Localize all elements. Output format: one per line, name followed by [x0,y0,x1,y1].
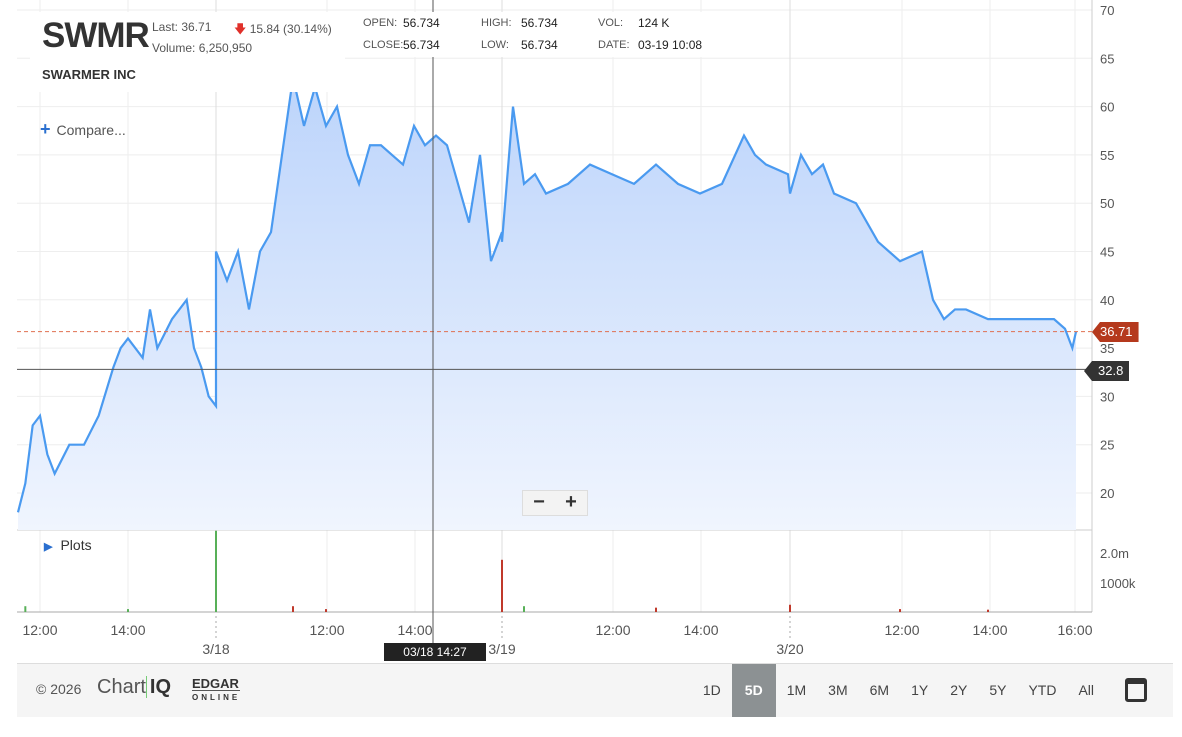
volume-bar [655,607,657,612]
plus-icon: + [40,119,51,139]
down-arrow-icon: 🡇 [234,22,247,36]
open-label: OPEN: [363,17,398,29]
plots-toggle[interactable]: ▶ Plots [44,537,92,553]
range-2y[interactable]: 2Y [950,682,968,698]
x-tick-label: 14:00 [110,622,145,638]
copyright: © 2026 [36,681,82,697]
high-value: 56.734 [521,16,558,30]
y-tick-label: 65 [1100,51,1114,66]
company-name: SWARMER INC [42,67,136,82]
y-tick-label: 70 [1100,3,1114,18]
edgar-online-logo: EDGAR ONLINE [192,676,241,702]
range-1m[interactable]: 1M [786,682,807,698]
high-label: HIGH: [481,17,512,29]
y-tick-label: 40 [1100,293,1114,308]
ohlc-panel [345,12,715,57]
triangle-right-icon: ▶ [44,541,53,553]
range-1y[interactable]: 1Y [911,682,929,698]
x-tick-label: 12:00 [884,622,919,638]
last-price-tag: 36.71 [1092,322,1139,342]
plots-label: Plots [60,537,92,553]
x-tick-label: 12:00 [595,622,630,638]
quote-header [30,12,345,92]
y-tick-label: 25 [1100,438,1114,453]
range-5d[interactable]: 5D [731,664,776,717]
vol-value: 124 K [638,16,670,30]
ticker-symbol: SWMR [42,16,150,55]
x-tick-label: 12:00 [22,622,57,638]
price-change: 🡇 15.84 (30.14%) [234,20,332,41]
vol-label: VOL: [598,17,624,29]
compare-label: Compare... [56,122,126,138]
volume: Volume: 6,250,950 [152,41,253,55]
x-tick-label: 14:00 [683,622,718,638]
price-area [18,77,1076,531]
footer-bar: © 2026 Chart IQ EDGAR ONLINE 1D 5D 1M 3M 6M 1Y 2… [17,663,1173,717]
volume-bar [24,606,27,612]
range-selector: 1D 5D 1M 3M 6M 1Y 2Y 5Y YTD All [692,664,1151,717]
range-1d[interactable]: 1D [702,682,721,698]
y-tick-label: 50 [1100,196,1114,211]
y-tick-label: 60 [1100,100,1114,115]
volume-bar [899,609,901,612]
volume-bar [292,606,294,612]
volume-bar [523,606,525,612]
date-label: 3/20 [776,641,803,657]
date-value: 03-19 10:08 [638,38,703,52]
close-value: 56.734 [403,38,440,52]
x-tick-label: 14:00 [972,622,1007,638]
volume-bar [987,609,989,612]
volume-bar [501,559,503,612]
zoom-controls: − + [522,490,588,516]
range-6m[interactable]: 6M [869,682,890,698]
low-label: LOW: [481,39,509,51]
open-value: 56.734 [403,16,440,30]
date-label: 3/18 [202,641,229,657]
volume-bar [789,604,791,612]
y-tick-label: 55 [1100,148,1114,163]
range-3m[interactable]: 3M [828,682,848,698]
volume-tick-label: 2.0m [1100,546,1129,561]
zoom-out-button[interactable]: − [533,491,545,513]
range-all[interactable]: All [1078,682,1094,698]
range-5y[interactable]: 5Y [989,682,1007,698]
volume-tick-label: 1000k [1100,576,1136,591]
y-tick-label: 45 [1100,245,1114,260]
price-line [16,77,1078,513]
price-chart[interactable]: 20 25 30 35 40 45 50 55 60 65 70 12:00 14:00 12:00 14:… [0,0,1182,663]
y-tick-label: 20 [1100,486,1114,501]
x-tick-label: 14:00 [397,622,432,638]
date-label: 3/19 [488,641,515,657]
calendar-icon[interactable] [1125,678,1147,702]
zoom-in-button[interactable]: + [565,491,577,513]
volume-bar [325,609,327,612]
chartiq-logo: Chart IQ [97,676,172,698]
y-tick-label: 35 [1100,341,1114,356]
date-label: DATE: [598,39,630,51]
x-tick-label: 16:00 [1057,622,1092,638]
change-value: 15.84 (30.14%) [249,22,332,36]
crosshair-time-tag: 03/18 14:27 [384,643,486,661]
low-value: 56.734 [521,38,558,52]
compare-button[interactable]: + Compare... [40,119,126,140]
last-price: Last: 36.71 [152,20,212,34]
close-label: CLOSE: [363,39,404,51]
volume-bar [215,530,217,612]
x-tick-label: 12:00 [309,622,344,638]
y-tick-label: 30 [1100,389,1114,404]
range-ytd[interactable]: YTD [1028,682,1057,698]
volume-bar [127,609,129,612]
crosshair-price-tag: 32.8 [1084,361,1130,381]
